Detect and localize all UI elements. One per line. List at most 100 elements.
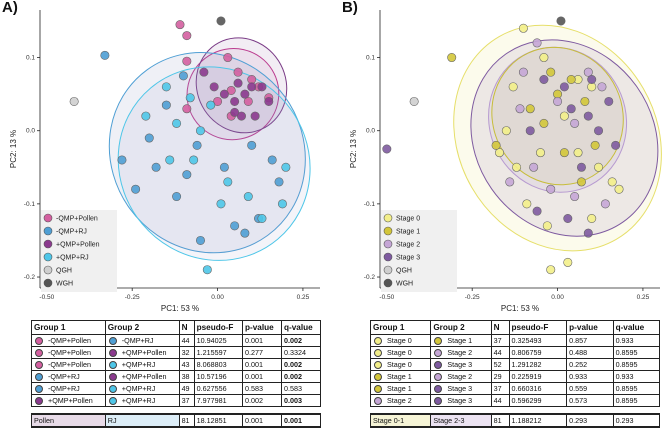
group-cell: Stage 3 bbox=[430, 394, 492, 407]
table-total-row: Pollen RJ 81 18.12851 0.001 0.001 bbox=[31, 413, 322, 428]
q-value-cell: 0.8595 bbox=[612, 394, 661, 407]
table-row: Stage 0 Stage 2 44 0.806759 0.488 0.8595 bbox=[369, 346, 661, 359]
data-point bbox=[216, 16, 226, 26]
total-group-2-cell: Stage 2-3 bbox=[430, 413, 492, 428]
data-point bbox=[219, 162, 229, 172]
group-color-dot bbox=[434, 385, 443, 394]
legend-label: WGH bbox=[396, 281, 413, 288]
group-color-dot bbox=[108, 361, 117, 370]
panel-label-b: B) bbox=[342, 0, 358, 16]
group-cell: +QMP+RJ bbox=[104, 382, 180, 395]
legend-label: +QMP+Pollen bbox=[56, 242, 100, 249]
n-cell: 37 bbox=[490, 334, 510, 347]
data-point bbox=[604, 96, 614, 106]
legend-label: Stage 3 bbox=[396, 255, 420, 262]
legend-marker bbox=[43, 226, 53, 236]
data-point bbox=[447, 53, 457, 63]
data-point bbox=[573, 148, 583, 158]
q-value-cell: 0.002 bbox=[280, 358, 322, 371]
x-tick-label: 0.25 bbox=[637, 294, 650, 301]
data-point bbox=[236, 111, 246, 121]
p-value-cell: 0.293 bbox=[566, 413, 614, 428]
data-point bbox=[505, 177, 515, 187]
data-point bbox=[518, 67, 528, 77]
pseudo-f-cell: 7.977981 bbox=[193, 394, 244, 407]
data-point bbox=[161, 82, 171, 92]
x-tick-label: 0.00 bbox=[211, 294, 224, 301]
data-point bbox=[532, 206, 542, 216]
data-point bbox=[209, 82, 219, 92]
table-header-cell: pseudo-F bbox=[193, 320, 244, 335]
table-header-cell: pseudo-F bbox=[508, 320, 568, 335]
group-cell: -QMP+RJ bbox=[31, 370, 106, 383]
n-cell: 81 bbox=[178, 413, 195, 428]
q-value-cell: 0.8595 bbox=[612, 382, 661, 395]
group-cell: -QMP+Pollen bbox=[31, 346, 106, 359]
group-cell: Stage 3 bbox=[430, 382, 492, 395]
data-point bbox=[233, 67, 243, 77]
y-tick-label: -0.2 bbox=[364, 274, 376, 281]
data-point bbox=[525, 126, 535, 136]
legend-box bbox=[41, 210, 117, 292]
group-cell: Stage 0 bbox=[369, 358, 432, 371]
data-point bbox=[570, 192, 580, 202]
pseudo-f-cell: 1.291282 bbox=[508, 358, 568, 371]
data-point bbox=[243, 192, 253, 202]
group-cell: Stage 1 bbox=[369, 370, 432, 383]
table-header-cell: N bbox=[490, 320, 510, 335]
data-point bbox=[264, 96, 274, 106]
data-point bbox=[583, 67, 593, 77]
table-row: +QMP+Pollen +QMP+RJ 37 7.977981 0.002 0.003 bbox=[31, 394, 322, 407]
data-point bbox=[556, 16, 566, 26]
x-tick-label: 0.25 bbox=[297, 294, 310, 301]
data-point bbox=[508, 82, 518, 92]
n-cell: 49 bbox=[178, 382, 195, 395]
group-color-dot bbox=[374, 385, 382, 394]
n-cell: 37 bbox=[178, 394, 195, 407]
group-cell: Stage 2 bbox=[430, 370, 492, 383]
data-point bbox=[522, 199, 532, 209]
group-color-dot bbox=[35, 385, 43, 394]
data-point bbox=[199, 67, 209, 77]
y-axis-label: PC2: 13 % bbox=[349, 130, 358, 168]
pseudo-f-cell: 8.068803 bbox=[193, 358, 244, 371]
group-color-dot bbox=[35, 397, 43, 406]
p-value-cell: 0.933 bbox=[566, 370, 614, 383]
data-point bbox=[495, 148, 505, 158]
pseudo-f-cell: 0.225919 bbox=[508, 370, 568, 383]
legend-marker bbox=[383, 239, 393, 249]
group-cell: +QMP+Pollen bbox=[31, 394, 106, 407]
data-point bbox=[583, 228, 593, 238]
x-tick-label: -0.25 bbox=[125, 294, 140, 301]
data-point bbox=[185, 93, 195, 103]
data-point bbox=[491, 140, 501, 150]
data-point bbox=[172, 118, 182, 128]
data-point bbox=[566, 104, 576, 114]
p-value-cell: 0.002 bbox=[242, 394, 282, 407]
data-point bbox=[178, 71, 188, 81]
group-color-dot bbox=[434, 397, 443, 406]
data-point bbox=[277, 199, 287, 209]
data-point bbox=[175, 20, 185, 30]
y-tick-label: 0.1 bbox=[26, 55, 35, 62]
pseudo-f-cell: 0.627556 bbox=[193, 382, 244, 395]
data-point bbox=[192, 140, 202, 150]
group-color-dot bbox=[374, 373, 382, 382]
x-axis-label: PC1: 53 % bbox=[161, 304, 199, 313]
table-row: -QMP+RJ +QMP+Pollen 38 10.57196 0.001 0.002 bbox=[31, 370, 322, 383]
x-tick-label: 0.00 bbox=[551, 294, 564, 301]
data-point bbox=[141, 111, 151, 121]
data-point bbox=[546, 67, 556, 77]
n-cell: 52 bbox=[490, 358, 510, 371]
data-point bbox=[172, 192, 182, 202]
q-value-cell: 0.8595 bbox=[612, 346, 661, 359]
group-cell: -QMP+Pollen bbox=[31, 334, 106, 347]
group-color-dot bbox=[108, 373, 117, 382]
data-point bbox=[216, 199, 226, 209]
table-row: Stage 0 Stage 1 37 0.325493 0.857 0.933 bbox=[369, 334, 661, 347]
legend-label: Stage 0 bbox=[396, 216, 420, 223]
data-point bbox=[611, 140, 621, 150]
legend-label: Stage 2 bbox=[396, 242, 420, 249]
group-cell: +QMP+Pollen bbox=[104, 346, 180, 359]
pseudo-f-cell: 0.660316 bbox=[508, 382, 568, 395]
